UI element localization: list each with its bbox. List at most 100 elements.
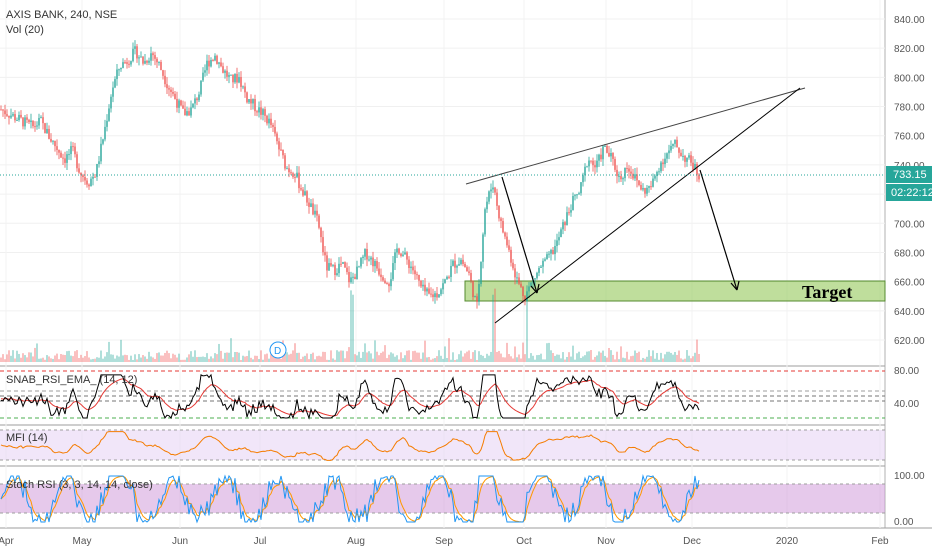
candle-body xyxy=(188,111,190,116)
candle-body xyxy=(18,114,20,121)
volume-bar xyxy=(570,356,572,362)
candle-body xyxy=(262,109,264,115)
candle-body xyxy=(230,74,232,76)
volume-bar xyxy=(452,352,454,362)
volume-bar xyxy=(248,350,250,362)
candle-body xyxy=(256,111,258,113)
volume-bar xyxy=(46,355,48,362)
volume-bar xyxy=(2,354,4,362)
candle-body xyxy=(282,149,284,156)
candle-body xyxy=(2,109,4,111)
volume-bar xyxy=(254,355,256,362)
candle-body xyxy=(382,277,384,281)
candle-body xyxy=(402,254,404,256)
dividend-marker[interactable] xyxy=(269,341,287,359)
volume-bar xyxy=(534,359,536,362)
price-axis[interactable] xyxy=(885,0,932,550)
time-tick-9: 2020 xyxy=(776,536,799,547)
volume-bar xyxy=(370,353,372,362)
time-tick-8: Dec xyxy=(683,536,701,547)
volume-bar xyxy=(114,358,116,362)
candle-body xyxy=(264,109,266,116)
candle-body xyxy=(16,120,18,122)
candle-body xyxy=(108,108,110,121)
candle-body xyxy=(502,220,504,233)
volume-bar xyxy=(0,357,2,362)
volume-bar xyxy=(258,359,260,362)
volume-bar xyxy=(66,351,68,362)
candle-body xyxy=(666,153,668,159)
candle-body xyxy=(48,128,50,139)
candle-body xyxy=(588,160,590,167)
mfi-title: MFI (14) xyxy=(6,432,48,444)
candle-body xyxy=(182,105,184,109)
volume-bar xyxy=(518,354,520,362)
volume-bar xyxy=(618,359,620,362)
volume-bar xyxy=(364,343,366,362)
volume-bar xyxy=(92,358,94,362)
candle-body xyxy=(198,94,200,101)
candle-body xyxy=(316,210,318,216)
candle-body xyxy=(564,222,566,226)
volume-bar xyxy=(286,352,288,362)
candle-body xyxy=(280,149,282,151)
volume-bar xyxy=(366,352,368,362)
candle-body xyxy=(362,256,364,259)
volume-bar xyxy=(138,354,140,362)
candle-body xyxy=(694,163,696,170)
volume-bar xyxy=(236,351,238,362)
volume-bar xyxy=(456,359,458,362)
volume-bar xyxy=(294,343,296,362)
volume-bar xyxy=(664,354,666,362)
candle-body xyxy=(668,150,670,154)
candle-body xyxy=(44,123,46,133)
stoch-band xyxy=(0,484,885,513)
candle-body xyxy=(344,262,346,268)
candle-body xyxy=(380,274,382,278)
candle-body xyxy=(332,264,334,266)
candle-body xyxy=(150,53,152,61)
volume-bar xyxy=(476,359,478,362)
volume-bar xyxy=(264,354,266,362)
volume-bar xyxy=(586,351,588,362)
candle-body xyxy=(480,261,482,284)
candle-body xyxy=(288,168,290,173)
candle-body xyxy=(28,119,30,123)
candle-body xyxy=(320,227,322,238)
candle-body xyxy=(24,117,26,127)
volume-bar xyxy=(362,351,364,362)
candle-body xyxy=(242,86,244,88)
candle-body xyxy=(40,117,42,119)
candle-body xyxy=(440,289,442,295)
candle-body xyxy=(274,126,276,134)
volume-bar xyxy=(632,355,634,362)
candle-body xyxy=(592,160,594,166)
volume-bar xyxy=(468,350,470,362)
candle-body xyxy=(334,264,336,276)
candle-body xyxy=(650,186,652,188)
candle-body xyxy=(390,279,392,287)
candle-body xyxy=(254,99,256,112)
candle-body xyxy=(560,229,562,238)
volume-bar xyxy=(146,358,148,362)
volume-bar xyxy=(28,352,30,362)
volume-bar xyxy=(64,355,66,362)
last-price-value: 733.15 xyxy=(893,169,927,181)
candle-body xyxy=(610,152,612,157)
candle-body xyxy=(272,124,274,127)
volume-bar xyxy=(530,353,532,362)
candle-body xyxy=(122,62,124,68)
volume-bar xyxy=(98,357,100,362)
candle-body xyxy=(444,279,446,284)
candle-body xyxy=(310,203,312,207)
candle-body xyxy=(178,100,180,108)
candle-body xyxy=(368,259,370,261)
volume-bar xyxy=(38,358,40,362)
candle-body xyxy=(420,280,422,287)
volume-bar xyxy=(76,350,78,362)
candle-body xyxy=(582,175,584,183)
volume-bar xyxy=(560,358,562,362)
candle-body xyxy=(252,99,254,104)
candle-body xyxy=(190,107,192,116)
